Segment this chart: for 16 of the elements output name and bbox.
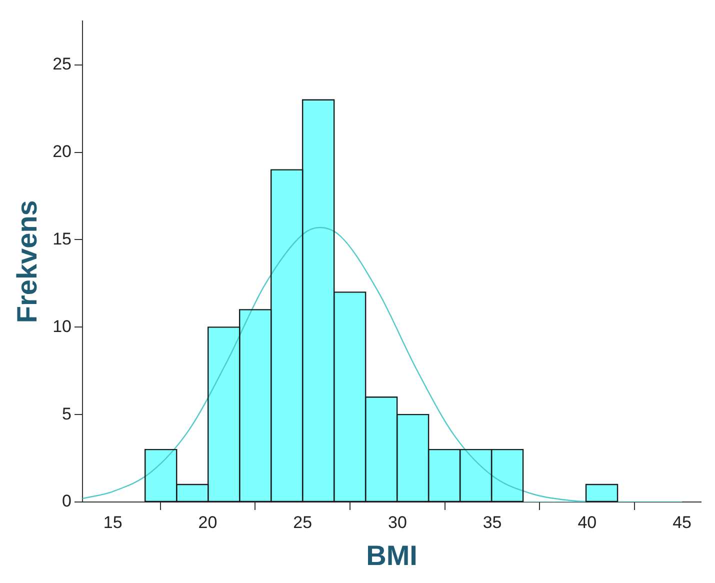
x-axis-title: BMI bbox=[366, 540, 418, 571]
y-tick-label: 15 bbox=[52, 229, 72, 248]
x-tick-label: 20 bbox=[198, 512, 218, 532]
y-axis-title: Frekvens bbox=[12, 200, 43, 324]
x-tick-label: 45 bbox=[672, 512, 692, 532]
x-tick-label: 40 bbox=[578, 512, 597, 532]
x-tick-label: 15 bbox=[103, 512, 122, 532]
x-tick-label: 30 bbox=[388, 512, 407, 532]
y-tick-label: 20 bbox=[52, 142, 72, 162]
y-tick-label: 0 bbox=[62, 492, 72, 511]
line-series bbox=[82, 226, 683, 502]
x-tick-label: 25 bbox=[293, 512, 312, 532]
y-tick-label: 10 bbox=[52, 316, 72, 336]
y-tick-label: 25 bbox=[52, 54, 72, 74]
y-tick-label: 5 bbox=[62, 404, 72, 424]
x-tick-label: 35 bbox=[482, 512, 502, 532]
